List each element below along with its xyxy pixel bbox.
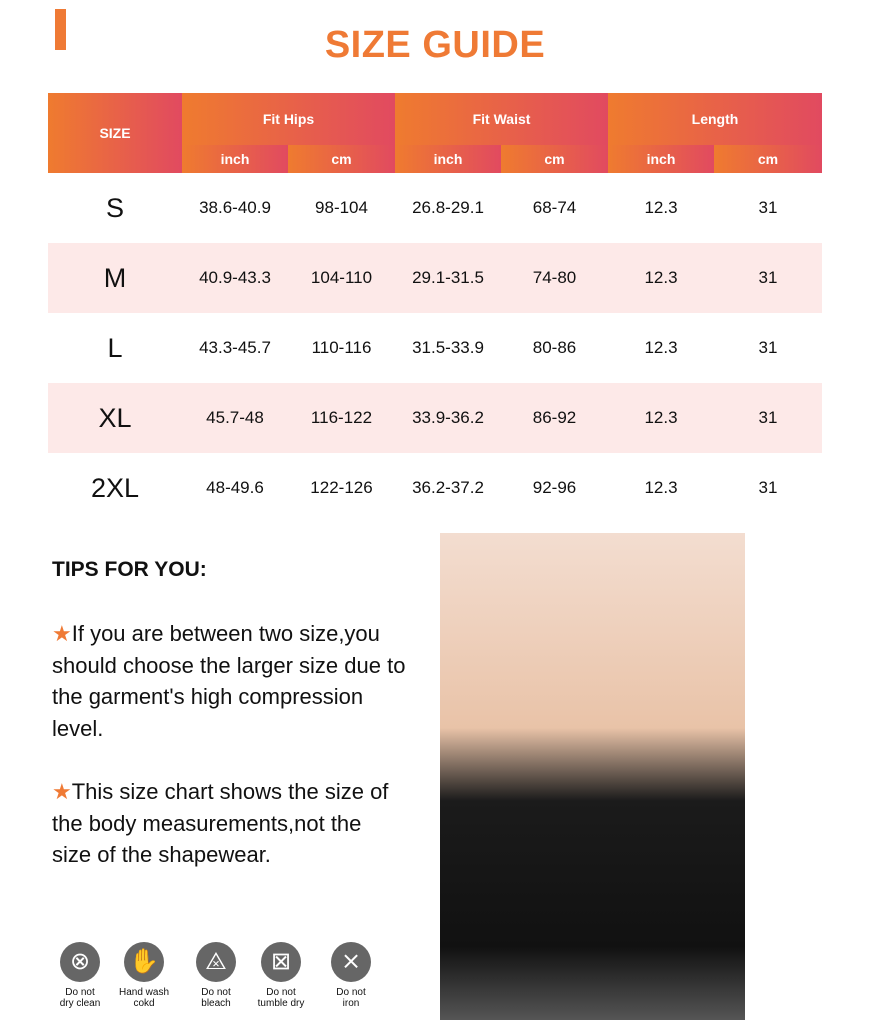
care-label: Do not dry clean	[45, 987, 115, 1009]
care-label-line: Do not	[65, 987, 95, 998]
page-title: SIZE GUIDE	[324, 24, 546, 66]
size-label: 2XL	[90, 472, 140, 503]
table-cell: 40.9-43.3	[199, 268, 271, 287]
table-cell: 43.3-45.7	[199, 338, 271, 357]
care-item: ⨯ Do not iron	[316, 942, 386, 1009]
care-label-line: Do not	[266, 987, 296, 998]
table-cell: 31.5-33.9	[412, 338, 484, 357]
care-label: Do not bleach	[181, 987, 251, 1009]
table-row: M 40.9-43.3 104-110 29.1-31.5 74-80 12.3 31	[48, 243, 822, 313]
table-cell: 98-104	[315, 198, 368, 217]
table-row: XL 45.7-48 116-122 33.9-36.2 86-92 12.3 31	[48, 383, 822, 453]
unit-header: cm	[714, 145, 822, 173]
product-photo	[440, 533, 745, 1020]
size-header: SIZE	[48, 93, 182, 173]
no-iron-icon: ⨯	[331, 942, 371, 982]
no-bleach-icon: ⨻	[196, 942, 236, 982]
care-label-line: Hand wash	[118, 987, 170, 998]
tip-2: ★This size chart shows the size of the b…	[52, 779, 389, 867]
size-label: XL	[98, 402, 132, 433]
table-cell: 31	[758, 268, 778, 287]
table-cell: 36.2-37.2	[412, 478, 484, 497]
unit-header: cm	[288, 145, 395, 173]
table-cell: 122-126	[310, 478, 373, 497]
no-dry-clean-icon: ⊗	[60, 942, 100, 982]
care-label-line: tumble dry	[257, 998, 305, 1009]
table-cell: 104-110	[310, 268, 373, 287]
care-label-line: bleach	[201, 998, 231, 1009]
size-label: M	[103, 262, 127, 293]
table-cell: 31	[758, 478, 778, 497]
table-cell: 12.3	[644, 338, 678, 357]
care-label: Do not tumble dry	[246, 987, 316, 1009]
table-cell: 31	[758, 338, 778, 357]
care-label-line: iron	[342, 998, 360, 1009]
care-item: ⊠ Do not tumble dry	[246, 942, 316, 1009]
unit-header: inch	[182, 145, 288, 173]
star-icon: ★	[52, 621, 72, 646]
hand-wash-icon: ✋	[124, 942, 164, 982]
care-label-line: Do not	[336, 987, 366, 998]
care-item: ⨻ Do not bleach	[181, 942, 251, 1009]
accent-bar	[55, 9, 66, 50]
table-row: L 43.3-45.7 110-116 31.5-33.9 80-86 12.3 31	[48, 313, 822, 383]
table-cell: 116-122	[310, 408, 373, 427]
unit-header: inch	[395, 145, 501, 173]
table-cell: 45.7-48	[206, 408, 264, 427]
table-cell: 110-116	[311, 338, 372, 357]
table-row: 2XL 48-49.6 122-126 36.2-37.2 92-96 12.3 31	[48, 453, 822, 523]
table-row: S 38.6-40.9 98-104 26.8-29.1 68-74 12.3 31	[48, 173, 822, 243]
table-cell: 80-86	[532, 338, 577, 357]
star-icon: ★	[52, 779, 72, 804]
care-label-line: dry clean	[59, 998, 101, 1009]
table-cell: 29.1-31.5	[412, 268, 484, 287]
group-header: Fit Waist	[395, 93, 608, 145]
no-tumble-dry-icon: ⊠	[261, 942, 301, 982]
table-cell: 12.3	[644, 408, 678, 427]
table-cell: 74-80	[532, 268, 577, 287]
table-cell: 31	[758, 408, 778, 427]
table-cell: 48-49.6	[206, 478, 264, 497]
tips-heading: TIPS FOR YOU:	[52, 558, 207, 581]
table-cell: 38.6-40.9	[199, 198, 271, 217]
size-label: L	[107, 332, 123, 363]
table-cell: 86-92	[532, 408, 577, 427]
table-cell: 92-96	[532, 478, 577, 497]
table-cell: 26.8-29.1	[412, 198, 484, 217]
table-cell: 12.3	[644, 478, 678, 497]
unit-header: cm	[501, 145, 608, 173]
table-cell: 31	[758, 198, 778, 217]
unit-header: inch	[608, 145, 714, 173]
care-item: ✋ Hand wash cokd	[109, 942, 179, 1009]
care-label-line: Do not	[201, 987, 231, 998]
group-header: Fit Hips	[182, 93, 395, 145]
table-cell: 12.3	[644, 198, 678, 217]
group-header: Length	[608, 93, 822, 145]
table-cell: 12.3	[644, 268, 678, 287]
care-label-line: cokd	[133, 998, 155, 1009]
size-label: S	[105, 192, 124, 223]
table-cell: 68-74	[532, 198, 577, 217]
tip-1: ★If you are between two size,you should …	[52, 621, 406, 741]
care-item: ⊗ Do not dry clean	[45, 942, 115, 1009]
table-cell: 33.9-36.2	[412, 408, 484, 427]
care-label: Hand wash cokd	[109, 987, 179, 1009]
care-label: Do not iron	[316, 987, 386, 1009]
